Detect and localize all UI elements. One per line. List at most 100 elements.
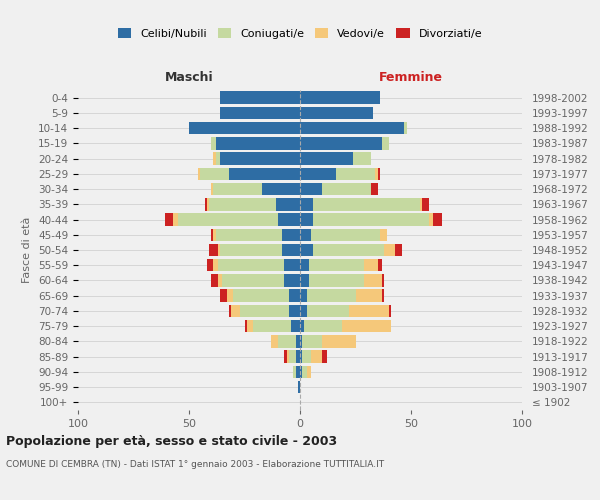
Bar (364, 274, 382, 286)
Bar (289, 350, 296, 363)
Bar (378, 259, 382, 272)
Bar (300, 366, 302, 378)
Bar (229, 168, 300, 180)
Bar (385, 244, 395, 256)
Bar (322, 350, 326, 363)
Bar (304, 320, 342, 332)
Bar (289, 304, 300, 317)
Bar (404, 122, 407, 134)
Bar (275, 198, 300, 210)
Bar (240, 304, 289, 317)
Bar (207, 198, 209, 210)
Bar (220, 92, 300, 104)
Bar (262, 183, 300, 196)
Bar (311, 228, 380, 241)
Bar (307, 290, 355, 302)
Bar (300, 137, 382, 149)
Bar (214, 183, 262, 196)
Bar (284, 274, 300, 286)
Bar (300, 290, 307, 302)
Bar (302, 350, 311, 363)
Bar (300, 228, 311, 241)
Bar (380, 228, 386, 241)
Bar (322, 183, 371, 196)
Bar (353, 152, 371, 165)
Bar (300, 183, 322, 196)
Bar (200, 168, 229, 180)
Bar (371, 183, 378, 196)
Bar (293, 366, 296, 378)
Bar (302, 335, 322, 347)
Bar (214, 152, 215, 165)
Bar (300, 259, 309, 272)
Bar (209, 244, 218, 256)
Bar (282, 244, 300, 256)
Legend: Celibi/Nubili, Coniugati/e, Vedovi/e, Divorziati/e: Celibi/Nubili, Coniugati/e, Vedovi/e, Di… (115, 25, 485, 42)
Bar (296, 350, 300, 363)
Bar (300, 168, 335, 180)
Bar (211, 274, 218, 286)
Bar (302, 366, 307, 378)
Bar (382, 137, 389, 149)
Y-axis label: Fasce di età: Fasce di età (22, 217, 32, 283)
Bar (322, 335, 355, 347)
Bar (307, 304, 349, 317)
Bar (313, 214, 429, 226)
Bar (189, 122, 300, 134)
Bar (313, 244, 385, 256)
Bar (300, 335, 302, 347)
Bar (253, 320, 291, 332)
Bar (245, 320, 247, 332)
Bar (349, 304, 389, 317)
Bar (229, 304, 231, 317)
Bar (233, 290, 289, 302)
Bar (282, 228, 300, 241)
Bar (289, 290, 300, 302)
Bar (215, 152, 220, 165)
Bar (300, 304, 307, 317)
Bar (335, 168, 376, 180)
Bar (218, 274, 223, 286)
Bar (300, 214, 313, 226)
Text: Femmine: Femmine (379, 70, 443, 84)
Bar (222, 274, 284, 286)
Bar (309, 274, 364, 286)
Bar (218, 244, 220, 256)
Bar (284, 259, 300, 272)
Bar (429, 214, 433, 226)
Bar (271, 335, 278, 347)
Bar (220, 244, 282, 256)
Bar (211, 137, 215, 149)
Bar (313, 198, 420, 210)
Bar (214, 259, 218, 272)
Bar (218, 259, 284, 272)
Bar (296, 366, 300, 378)
Bar (300, 122, 404, 134)
Bar (211, 228, 214, 241)
Bar (173, 214, 178, 226)
Bar (382, 290, 385, 302)
Bar (378, 168, 380, 180)
Bar (300, 274, 309, 286)
Bar (342, 320, 391, 332)
Bar (300, 92, 380, 104)
Bar (376, 168, 378, 180)
Bar (278, 335, 296, 347)
Bar (211, 183, 214, 196)
Bar (209, 198, 275, 210)
Text: Popolazione per età, sesso e stato civile - 2003: Popolazione per età, sesso e stato civil… (6, 435, 337, 448)
Bar (284, 350, 287, 363)
Bar (198, 168, 200, 180)
Bar (300, 320, 304, 332)
Bar (215, 137, 300, 149)
Bar (164, 214, 173, 226)
Bar (231, 304, 240, 317)
Bar (298, 381, 300, 394)
Bar (307, 366, 311, 378)
Text: Maschi: Maschi (164, 70, 214, 84)
Bar (220, 106, 300, 119)
Bar (311, 350, 322, 363)
Bar (300, 350, 302, 363)
Bar (227, 290, 233, 302)
Bar (420, 198, 422, 210)
